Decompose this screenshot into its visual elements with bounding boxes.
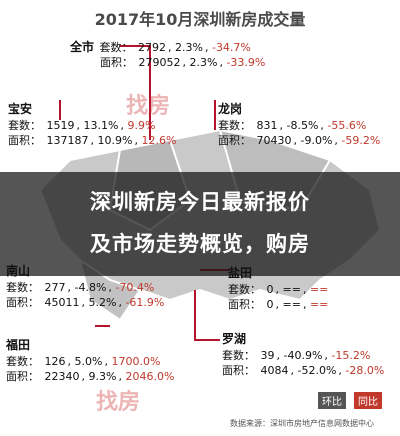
value-tao: 1519 [46, 119, 75, 132]
badge-yoy: 同比 [354, 392, 382, 409]
value-mom: 13.1% [83, 119, 119, 132]
label-tao: 套数： [218, 119, 251, 132]
label-tao: 套数： [228, 283, 261, 296]
value-yoy: 1700.0% [111, 355, 161, 368]
row-tao: 套数： 39, -40.9%, -15.2% [222, 349, 371, 362]
value-mom: == [282, 283, 301, 296]
label-area: 面积： [100, 56, 133, 69]
value-area: 70430 [256, 134, 292, 147]
row-area: 面积： 0, ==, == [228, 298, 329, 311]
row-area: 面积： 22340, 9.3%, 2046.0% [6, 370, 175, 383]
headline-banner: 深圳新房今日最新报价 及市场走势概览，购房 [0, 172, 400, 276]
value-yoy: -59.2% [341, 134, 381, 147]
source-footer: 数据来源：深圳市房地产信息网数据中心 [230, 419, 374, 428]
label-tao: 套数： [99, 41, 133, 54]
value-yoy: -70.4% [115, 281, 155, 294]
badge-mom: 环比 [318, 392, 346, 409]
value-tao: 126 [44, 355, 66, 368]
label-tao: 套数： [6, 355, 39, 368]
value-mom: 2.3% [175, 41, 203, 54]
district-nanshan: 南山 套数： 277, -4.8%, -70.4% 面积： 45011, 5.2… [6, 264, 166, 310]
value-area: 137187 [46, 134, 89, 147]
label-area: 面积： [222, 364, 255, 377]
value-mom: -9.0% [300, 134, 333, 147]
headline-line-1: 深圳新房今日最新报价 [90, 190, 310, 214]
value-yoy: == [309, 298, 329, 311]
value-yoy: -61.9% [125, 296, 165, 309]
leader-line [194, 290, 220, 341]
row-area: 面积： 137187, 10.9%, 12.6% [8, 134, 177, 147]
value-yoy: 2046.0% [125, 370, 175, 383]
value-yoy: 12.6% [141, 134, 177, 147]
value-yoy: -33.9% [226, 56, 266, 69]
watermark-text: 找房 [126, 94, 171, 119]
value-area: 45011 [44, 296, 80, 309]
value-mom: 5.2% [88, 296, 117, 309]
label-tao: 套数： [8, 119, 41, 132]
page-title: 2017年10月深圳新房成交量 [94, 10, 306, 29]
label-tao: 套数： [6, 281, 39, 294]
row-area: 面积： 4084, -52.0%, -28.0% [222, 364, 385, 377]
row-tao: 套数： 0, ==, == [228, 283, 329, 296]
value-area: 0 [266, 298, 274, 311]
row-tao: 全市 套数： 2792, 2.3%, -34.7% [70, 40, 251, 54]
value-yoy: -15.2% [331, 349, 371, 362]
district-quanshi: 全市 套数： 2792, 2.3%, -34.7% 面积： 279052, 2.… [70, 40, 267, 70]
row-tao: 套数： 1519, 13.1%, 9.9% [8, 119, 156, 132]
row-area: 面积： 45011, 5.2%, -61.9% [6, 296, 165, 309]
value-mom: -4.8% [74, 281, 107, 294]
value-area: 4084 [260, 364, 289, 377]
value-yoy: -34.7% [211, 41, 251, 54]
value-mom: -8.5% [286, 119, 319, 132]
row-tao: 套数： 831, -8.5%, -55.6% [218, 119, 367, 132]
row-area: 面积： 70430, -9.0%, -59.2% [218, 134, 381, 147]
value-tao: 39 [260, 349, 275, 362]
district-luohu: 罗湖 套数： 39, -40.9%, -15.2% 面积： 4084, -52.… [222, 332, 386, 378]
headline-line-2: 及市场走势概览，购房 [90, 232, 310, 256]
row-tao: 套数： 126, 5.0%, 1700.0% [6, 355, 161, 368]
value-yoy: 9.9% [127, 119, 156, 132]
value-mom: -40.9% [283, 349, 323, 362]
value-tao: 277 [44, 281, 66, 294]
district-name: 龙岗 [218, 102, 243, 116]
label-area: 面积： [218, 134, 251, 147]
value-yoy: -28.0% [345, 364, 385, 377]
district-futian: 福田 套数： 126, 5.0%, 1700.0% 面积： 22340, 9.3… [6, 338, 176, 384]
value-area: 279052 [138, 56, 181, 69]
label-tao: 套数： [222, 349, 255, 362]
row-area: 面积： 279052, 2.3%, -33.9% [100, 56, 266, 69]
row-tao: 套数： 277, -4.8%, -70.4% [6, 281, 155, 294]
value-yoy: -55.6% [327, 119, 367, 132]
district-name: 全市 [70, 40, 95, 54]
district-name: 宝安 [8, 102, 33, 116]
value-mom: -52.0% [297, 364, 337, 377]
value-tao: 831 [256, 119, 278, 132]
watermark-text: 找房 [96, 390, 141, 415]
district-longgang: 龙岗 套数： 831, -8.5%, -55.6% 面积： 70430, -9.… [218, 102, 382, 148]
district-name: 盐田 [228, 266, 253, 280]
value-tao: 0 [266, 283, 274, 296]
value-tao: 2792 [138, 41, 167, 54]
district-name: 南山 [6, 264, 31, 278]
value-mom: 5.0% [74, 355, 103, 368]
value-yoy: == [309, 283, 329, 296]
leader-line [120, 45, 151, 140]
district-yantian: 盐田 套数： 0, ==, == 面积： 0, ==, == [228, 266, 330, 312]
value-mom: 9.3% [88, 370, 117, 383]
district-name: 福田 [6, 338, 31, 352]
district-name: 罗湖 [222, 332, 247, 346]
district-baoan: 宝安 套数： 1519, 13.1%, 9.9% 面积： 137187, 10.… [8, 102, 178, 148]
label-area: 面积： [228, 298, 261, 311]
label-area: 面积： [6, 370, 39, 383]
value-mom: == [282, 298, 301, 311]
label-area: 面积： [8, 134, 41, 147]
value-area: 22340 [44, 370, 80, 383]
value-mom: 2.3% [189, 56, 218, 69]
value-mom: 10.9% [97, 134, 133, 147]
label-area: 面积： [6, 296, 39, 309]
